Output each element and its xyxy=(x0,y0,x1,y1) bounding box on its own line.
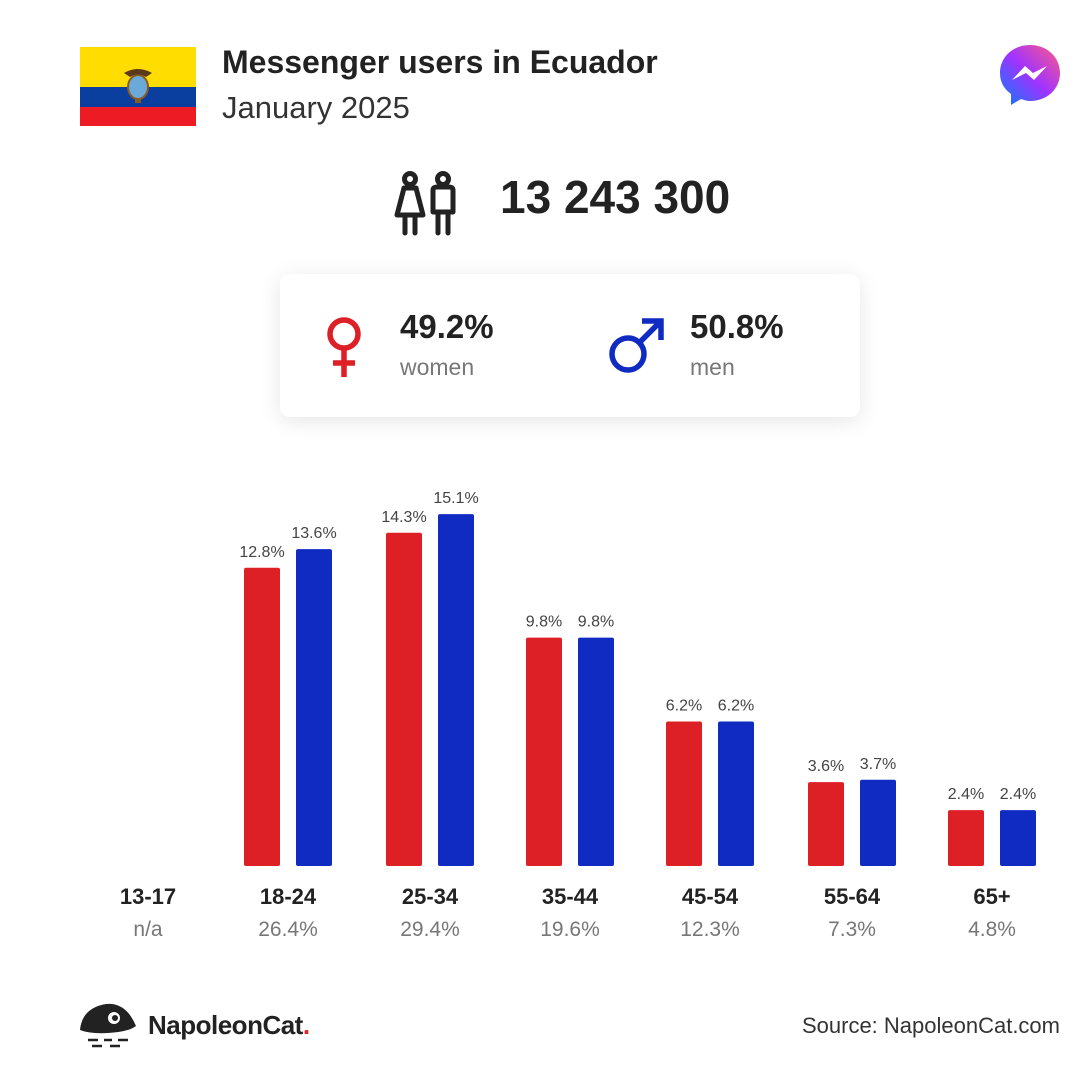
women-label: women xyxy=(400,354,475,380)
men-percent: 50.8% xyxy=(690,308,784,345)
category-label: 25-34 xyxy=(401,884,459,909)
data-label-women-25-34: 14.3% xyxy=(381,509,426,526)
bar-men-25-34 xyxy=(438,514,474,866)
bar-men-45-54 xyxy=(718,721,754,866)
category-label: 45-54 xyxy=(681,884,739,909)
data-label-women-35-44: 9.8% xyxy=(526,614,562,631)
data-label-men-45-54: 6.2% xyxy=(718,698,754,715)
napoleoncat-logo-icon xyxy=(80,1003,136,1048)
age-gender-bar-chart: 12.8% 13.6% 14.3% 15.1% 9.8% 9.8% 6.2% 6.2% 3.6%… xyxy=(239,490,1036,866)
data-label-women-18-24: 12.8% xyxy=(239,544,284,561)
brand-dot: . xyxy=(302,1010,310,1040)
bar-men-18-24 xyxy=(296,549,332,866)
data-label-men-25-34: 15.1% xyxy=(433,490,478,507)
bar-men-65+ xyxy=(1000,810,1036,866)
category-share: 12.3% xyxy=(680,918,740,941)
data-label-men-35-44: 9.8% xyxy=(578,614,614,631)
gender-card: 49.2% women 50.8% men xyxy=(280,274,860,417)
data-label-men-65+: 2.4% xyxy=(1000,786,1036,803)
men-label: men xyxy=(690,354,735,380)
brand-name-text: NapoleonCat xyxy=(148,1010,303,1040)
category-label: 65+ xyxy=(973,884,1011,909)
bar-women-25-34 xyxy=(386,532,422,866)
bar-women-18-24 xyxy=(244,567,280,866)
data-label-men-55-64: 3.7% xyxy=(860,756,896,773)
category-share: 7.3% xyxy=(828,918,876,941)
category-share: 4.8% xyxy=(968,918,1016,941)
category-share: 29.4% xyxy=(400,918,460,941)
category-label: 18-24 xyxy=(259,884,317,909)
page-title: Messenger users in Ecuador xyxy=(222,44,658,80)
page-subtitle: January 2025 xyxy=(222,90,410,125)
ecuador-flag-icon xyxy=(80,47,196,126)
source-text: Source: NapoleonCat.com xyxy=(801,1013,1060,1038)
women-percent: 49.2% xyxy=(400,308,494,345)
data-label-men-18-24: 13.6% xyxy=(291,525,336,542)
brand-name: NapoleonCat. xyxy=(148,1010,310,1041)
messenger-logo-icon xyxy=(1000,45,1060,105)
people-icon xyxy=(394,171,456,236)
bar-women-65+ xyxy=(948,810,984,866)
data-label-women-55-64: 3.6% xyxy=(808,758,844,775)
category-share: n/a xyxy=(133,918,163,941)
bar-men-55-64 xyxy=(860,779,896,866)
category-label: 55-64 xyxy=(823,884,881,909)
data-label-women-45-54: 6.2% xyxy=(666,698,702,715)
female-symbol-icon xyxy=(327,317,361,377)
category-share: 19.6% xyxy=(540,918,600,941)
category-label: 35-44 xyxy=(541,884,599,909)
total-users-value: 13 243 300 xyxy=(500,171,731,223)
bar-women-35-44 xyxy=(526,637,562,866)
data-label-women-65+: 2.4% xyxy=(948,786,984,803)
male-symbol-icon xyxy=(609,318,664,373)
bar-women-45-54 xyxy=(666,721,702,866)
category-label: 13-17 xyxy=(119,884,177,909)
bar-women-55-64 xyxy=(808,782,844,866)
category-share: 26.4% xyxy=(258,918,318,941)
bar-men-35-44 xyxy=(578,637,614,866)
